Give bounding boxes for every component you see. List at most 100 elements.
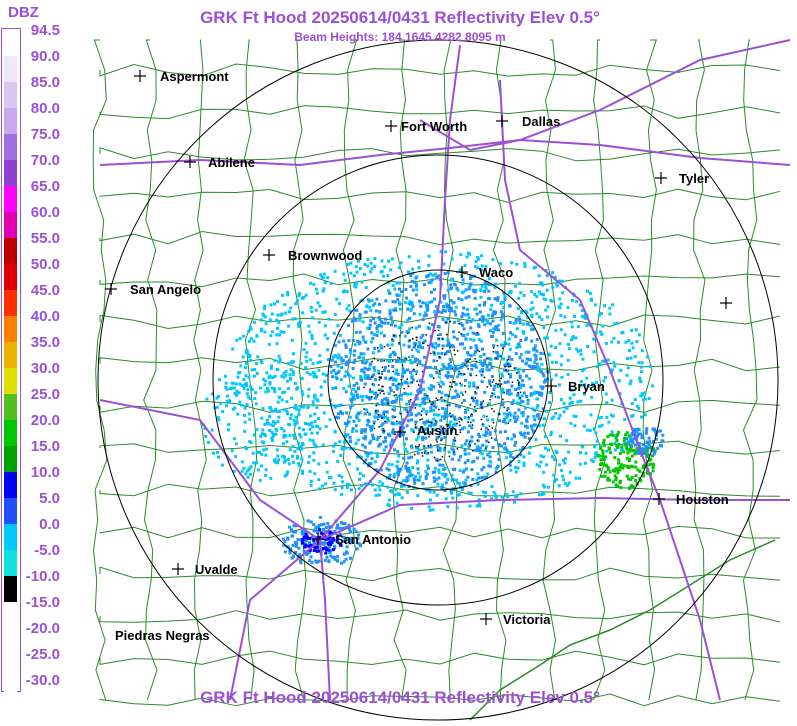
echo-pixel: [559, 313, 563, 317]
echo-pixel: [345, 545, 349, 549]
echo-pixel: [472, 381, 476, 385]
echo-pixel: [619, 368, 623, 372]
echo-pixel: [499, 430, 502, 434]
echo-pixel: [395, 464, 399, 468]
echo-pixel: [364, 451, 368, 455]
echo-pixel: [285, 473, 289, 477]
echo-pixel: [410, 444, 413, 448]
echo-pixel: [418, 360, 422, 364]
echo-pixel: [403, 391, 407, 395]
echo-pixel: [488, 441, 490, 444]
echo-pixel: [432, 490, 436, 494]
echo-pixel: [423, 402, 427, 405]
echo-pixel: [472, 338, 476, 342]
echo-pixel: [621, 466, 625, 470]
echo-pixel: [553, 479, 556, 483]
echo-pixel: [466, 475, 470, 479]
echo-pixel: [527, 437, 531, 441]
echo-pixel: [546, 370, 550, 374]
echo-pixel: [312, 523, 316, 527]
echo-pixel: [613, 441, 617, 445]
echo-pixel: [453, 310, 457, 314]
echo-pixel: [651, 466, 655, 469]
echo-pixel: [529, 424, 533, 428]
echo-pixel: [463, 378, 467, 382]
echo-pixel: [409, 284, 413, 288]
echo-pixel: [491, 381, 494, 383]
echo-pixel: [281, 293, 284, 297]
echo-pixel: [640, 436, 644, 440]
echo-pixel: [538, 393, 542, 396]
echo-pixel: [637, 333, 641, 337]
echo-pixel: [480, 428, 482, 430]
echo-pixel: [415, 373, 417, 375]
echo-pixel: [518, 448, 522, 452]
echo-pixel: [515, 418, 519, 422]
echo-pixel: [361, 395, 365, 399]
echo-pixel: [563, 482, 567, 486]
echo-pixel: [358, 340, 362, 344]
echo-pixel: [400, 379, 402, 381]
echo-pixel: [558, 279, 562, 283]
echo-pixel: [357, 419, 361, 422]
echo-pixel: [308, 455, 311, 459]
echo-pixel: [442, 262, 446, 266]
echo-pixel: [392, 475, 396, 479]
echo-pixel: [380, 401, 384, 405]
echo-pixel: [467, 316, 471, 320]
echo-pixel: [347, 358, 351, 362]
echo-pixel: [421, 426, 423, 428]
echo-pixel: [337, 474, 341, 477]
echo-pixel: [541, 423, 545, 427]
echo-pixel: [451, 395, 455, 399]
echo-pixel: [598, 362, 602, 366]
echo-pixel: [448, 423, 452, 427]
echo-pixel: [337, 340, 341, 344]
echo-pixel: [476, 332, 480, 336]
echo-pixel: [509, 365, 512, 368]
echo-pixel: [261, 407, 265, 411]
echo-pixel: [292, 433, 296, 437]
echo-pixel: [492, 351, 495, 353]
echo-pixel: [391, 339, 395, 343]
echo-pixel: [347, 304, 351, 308]
echo-pixel: [542, 380, 546, 384]
echo-pixel: [286, 537, 290, 541]
echo-pixel: [403, 407, 407, 411]
echo-pixel: [409, 392, 413, 396]
echo-pixel: [518, 374, 522, 378]
echo-pixel: [393, 493, 397, 497]
echo-pixel: [382, 430, 386, 434]
echo-pixel: [365, 305, 369, 309]
echo-pixel: [539, 385, 543, 389]
echo-pixel: [268, 318, 272, 322]
echo-pixel: [554, 346, 558, 350]
echo-pixel: [248, 353, 252, 357]
echo-pixel: [258, 450, 261, 454]
echo-pixel: [476, 472, 480, 476]
echo-pixel: [386, 274, 390, 277]
echo-pixel: [630, 445, 633, 449]
echo-pixel: [529, 324, 533, 328]
echo-pixel: [471, 478, 475, 481]
echo-pixel: [455, 367, 459, 371]
echo-pixel: [360, 378, 364, 382]
echo-pixel: [336, 523, 339, 527]
echo-pixel: [383, 334, 386, 338]
echo-pixel: [390, 463, 394, 467]
echo-pixel: [408, 358, 412, 362]
echo-pixel: [517, 342, 521, 346]
echo-pixel: [410, 428, 414, 432]
echo-pixel: [428, 272, 432, 276]
echo-pixel: [323, 558, 327, 562]
echo-pixel: [230, 449, 234, 453]
echo-pixel: [291, 370, 295, 374]
echo-pixel: [473, 350, 477, 354]
echo-pixel: [369, 388, 371, 390]
echo-pixel: [437, 274, 441, 278]
echo-pixel: [406, 318, 410, 322]
echo-pixel: [448, 385, 451, 388]
echo-pixel: [501, 388, 504, 391]
echo-pixel: [614, 478, 618, 482]
echo-pixel: [272, 420, 275, 424]
